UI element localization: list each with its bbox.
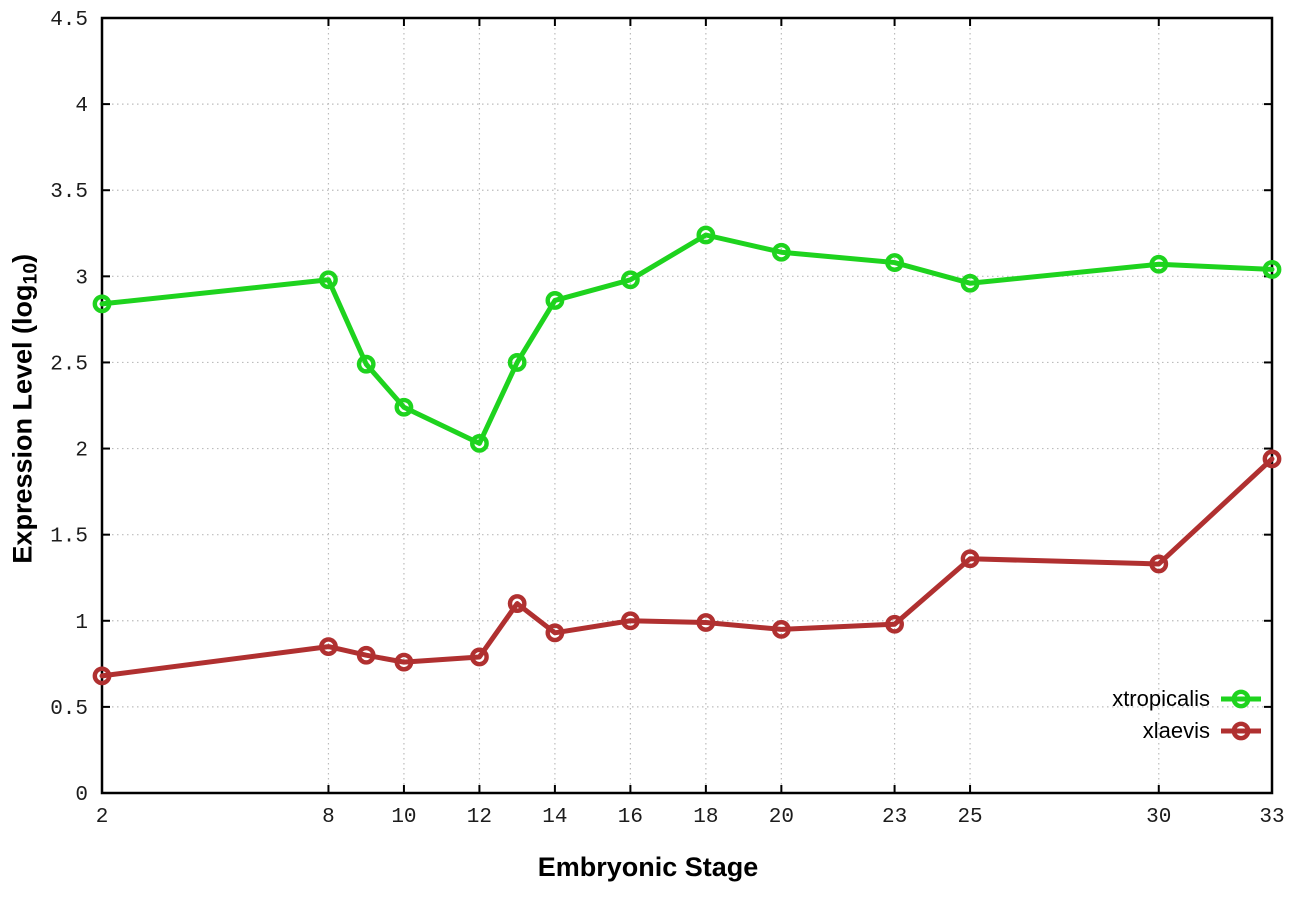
data-point-xlaevis bbox=[92, 666, 112, 686]
data-point-xlaevis bbox=[620, 611, 640, 631]
data-point-xlaevis bbox=[696, 613, 716, 632]
data-point-xtropicalis bbox=[356, 354, 376, 374]
y-tick-label: 3.5 bbox=[50, 181, 88, 204]
data-point-xlaevis bbox=[319, 637, 338, 657]
y-tick-label: 2.5 bbox=[50, 353, 88, 376]
data-point-xtropicalis bbox=[771, 242, 791, 262]
data-point-xlaevis bbox=[507, 594, 527, 613]
data-point-xlaevis bbox=[545, 623, 565, 643]
data-point-xtropicalis bbox=[885, 253, 904, 272]
x-tick-label: 20 bbox=[769, 806, 794, 829]
data-point-xtropicalis bbox=[1262, 260, 1282, 279]
x-tick-label: 2 bbox=[96, 806, 109, 829]
y-tick-label: 3 bbox=[75, 267, 88, 290]
y-tick-label: 4 bbox=[75, 95, 88, 118]
data-point-xtropicalis bbox=[696, 225, 716, 245]
y-axis-title: Expression Level (log10) bbox=[7, 59, 42, 759]
x-axis-title: Embryonic Stage bbox=[0, 852, 1296, 883]
data-point-xlaevis bbox=[1262, 449, 1282, 469]
data-point-xtropicalis bbox=[470, 433, 489, 453]
legend-marker-xtropicalis bbox=[1221, 689, 1261, 709]
data-point-xlaevis bbox=[885, 614, 904, 634]
data-point-xlaevis bbox=[1149, 554, 1169, 574]
y-axis-title-text: Expression Level (log bbox=[7, 284, 38, 564]
x-tick-label: 10 bbox=[391, 806, 416, 829]
data-point-xtropicalis bbox=[960, 273, 980, 293]
legend-label-xtropicalis: xtropicalis bbox=[1112, 686, 1210, 711]
y-tick-label: 2 bbox=[75, 440, 88, 463]
y-tick-label: 4.5 bbox=[50, 9, 88, 32]
y-tick-label: 1.5 bbox=[50, 526, 88, 549]
legend-marker-xlaevis bbox=[1221, 721, 1261, 741]
data-point-xtropicalis bbox=[1149, 254, 1169, 274]
y-tick-label: 1 bbox=[75, 612, 88, 635]
x-tick-label: 16 bbox=[618, 806, 643, 829]
data-point-xtropicalis bbox=[394, 397, 414, 417]
x-tick-label: 33 bbox=[1259, 806, 1284, 829]
series-line-xtropicalis bbox=[99, 232, 1275, 446]
data-point-xlaevis bbox=[394, 652, 414, 672]
x-tick-label: 12 bbox=[467, 806, 492, 829]
data-point-xlaevis bbox=[771, 619, 791, 639]
y-axis-title-suffix: ) bbox=[7, 253, 38, 263]
x-tick-label: 25 bbox=[957, 806, 982, 829]
data-point-xtropicalis bbox=[319, 270, 338, 290]
series-line-xlaevis bbox=[99, 456, 1275, 679]
y-tick-label: 0 bbox=[75, 784, 88, 807]
data-point-xtropicalis bbox=[620, 270, 640, 290]
x-axis-title-text: Embryonic Stage bbox=[537, 852, 759, 882]
y-axis-title-subscript: 10 bbox=[19, 262, 42, 285]
plot-border bbox=[100, 16, 1274, 795]
x-tick-label: 23 bbox=[882, 806, 907, 829]
x-tick-label: 18 bbox=[693, 806, 718, 829]
data-point-xlaevis bbox=[356, 645, 376, 665]
data-point-xlaevis bbox=[470, 647, 489, 667]
x-tick-label: 14 bbox=[542, 806, 567, 829]
x-tick-label: 8 bbox=[322, 806, 335, 829]
data-point-xtropicalis bbox=[507, 353, 527, 372]
x-tick-label: 30 bbox=[1146, 806, 1171, 829]
data-point-xtropicalis bbox=[545, 291, 565, 310]
data-point-xtropicalis bbox=[92, 294, 112, 314]
data-point-xlaevis bbox=[960, 549, 980, 569]
legend-row-xlaevis: xlaevis bbox=[1143, 716, 1262, 746]
legend-row-xtropicalis: xtropicalis bbox=[1112, 684, 1262, 714]
legend-label-xlaevis: xlaevis bbox=[1142, 718, 1210, 743]
legend: xtropicalis xlaevis bbox=[1112, 684, 1262, 746]
y-tick-label: 0.5 bbox=[50, 698, 88, 721]
